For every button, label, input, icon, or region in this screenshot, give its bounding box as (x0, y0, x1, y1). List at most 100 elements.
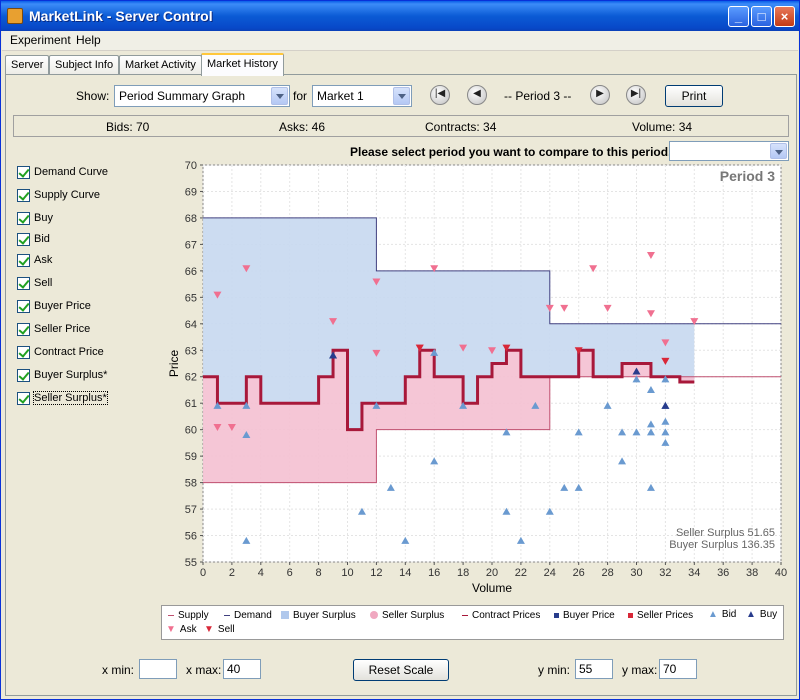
check-icon[interactable] (17, 392, 30, 405)
bid-marker (632, 375, 641, 383)
maximize-button[interactable]: □ (751, 6, 772, 27)
x-tick-label: 30 (630, 567, 642, 579)
y-tick-label: 64 (185, 319, 197, 331)
triangle-down-icon: ▼ (204, 624, 214, 635)
x-tick-label: 12 (370, 567, 382, 579)
xmax-input[interactable]: 40 (223, 659, 261, 679)
ymin-input[interactable]: 55 (575, 659, 613, 679)
bid-marker (242, 536, 251, 544)
checkbox-label: Contract Price (34, 346, 104, 358)
ask-marker (430, 265, 439, 273)
compare-period-select[interactable] (669, 141, 789, 161)
x-tick-label: 22 (515, 567, 527, 579)
ask-marker (690, 318, 699, 326)
period-summary-chart: 0 2 4 6 8 10 12 14 16 18 20 22 24 26 28 30 32 34 36 38 40555… (167, 160, 787, 595)
ask-marker (372, 349, 381, 357)
check-icon[interactable] (17, 346, 30, 359)
legend-supply: Supply (168, 610, 209, 621)
xmax-label: x max: (186, 663, 222, 677)
buy-marker (661, 401, 670, 409)
legend-demand: Demand (224, 610, 272, 621)
java-app-icon (7, 8, 23, 24)
check-icon[interactable] (17, 369, 30, 382)
print-button[interactable]: Print (665, 85, 723, 107)
next-icon: ▶ (596, 88, 604, 99)
seller-surplus-area (203, 350, 695, 483)
previous-period-button[interactable]: ◀ (467, 85, 487, 105)
bids-count: Bids: 70 (106, 120, 150, 134)
skip-first-icon: |◀ (434, 88, 446, 99)
chevron-down-icon[interactable] (393, 87, 410, 105)
x-tick-label: 0 (200, 567, 206, 579)
next-period-button[interactable]: ▶ (590, 85, 610, 105)
ymax-input[interactable]: 70 (659, 659, 697, 679)
ask-marker (213, 291, 222, 299)
x-tick-label: 14 (399, 567, 411, 579)
y-tick-label: 70 (185, 160, 197, 172)
ask-marker (545, 304, 554, 312)
tab-market-activity[interactable]: Market Activity (119, 55, 202, 75)
menu-experiment[interactable]: Experiment (10, 33, 71, 47)
ask-marker (329, 318, 338, 326)
menu-help[interactable]: Help (76, 33, 101, 47)
check-icon[interactable] (17, 254, 30, 267)
sell-marker (661, 357, 670, 365)
check-icon[interactable] (17, 323, 30, 336)
bid-marker (386, 483, 395, 491)
y-tick-label: 62 (185, 372, 197, 384)
x-tick-label: 36 (717, 567, 729, 579)
ask-marker (213, 424, 222, 432)
first-period-button[interactable]: |◀ (430, 85, 450, 105)
market-history-panel: Show: Period Summary Graph for Market 1 … (5, 74, 797, 696)
market-select[interactable]: Market 1 (312, 85, 412, 107)
y-axis-label: Price (167, 350, 181, 378)
reset-scale-button[interactable]: Reset Scale (353, 659, 449, 681)
period-label: -- Period 3 -- (504, 89, 572, 103)
check-icon[interactable] (17, 277, 30, 290)
skip-last-icon: ▶| (630, 88, 642, 99)
x-tick-label: 18 (457, 567, 469, 579)
square-icon (281, 611, 289, 620)
bid-marker (632, 428, 641, 436)
checkbox-label: Buy (34, 212, 53, 224)
checkbox-label: Bid (34, 233, 50, 245)
y-tick-label: 68 (185, 213, 197, 225)
contract-price-line (203, 348, 695, 432)
check-icon[interactable] (17, 300, 30, 313)
check-icon[interactable] (17, 166, 30, 179)
check-icon[interactable] (17, 189, 30, 202)
demand-curve (203, 217, 781, 325)
chevron-down-icon[interactable] (271, 87, 288, 105)
tab-subject-info[interactable]: Subject Info (49, 55, 120, 75)
bid-marker (242, 430, 251, 438)
compare-label: Please select period you want to compare… (350, 145, 672, 159)
chevron-down-icon[interactable] (770, 143, 787, 159)
show-select[interactable]: Period Summary Graph (114, 85, 290, 107)
y-tick-label: 59 (185, 451, 197, 463)
bid-marker (502, 507, 511, 515)
bid-marker (516, 536, 525, 544)
bid-marker (372, 401, 381, 409)
x-axis-label: Volume (472, 581, 512, 595)
last-period-button[interactable]: ▶| (626, 85, 646, 105)
legend-label: Ask (179, 624, 197, 635)
ask-marker (372, 278, 381, 286)
tab-server[interactable]: Server (5, 55, 50, 75)
close-button[interactable]: × (774, 6, 795, 27)
x-tick-label: 28 (601, 567, 613, 579)
y-tick-label: 69 (185, 186, 197, 198)
title-bar[interactable]: MarketLink - Server Control _ □ × (1, 1, 799, 31)
minimize-button[interactable]: _ (728, 6, 749, 27)
legend-label: Contract Prices (472, 610, 541, 621)
bid-marker (646, 385, 655, 393)
volume-count: Volume: 34 (632, 120, 693, 134)
xmin-input[interactable] (139, 659, 177, 679)
triangle-up-icon: ▲ (708, 609, 718, 620)
line-icon (462, 614, 468, 616)
check-icon[interactable] (17, 212, 30, 225)
legend-sell: ▼ Sell (204, 624, 235, 635)
ask-marker (646, 310, 655, 318)
stats-bar: Bids: 70 Asks: 46 Contracts: 34 Volume: … (13, 115, 789, 137)
check-icon[interactable] (17, 233, 30, 246)
tab-market-history[interactable]: Market History (201, 53, 284, 76)
